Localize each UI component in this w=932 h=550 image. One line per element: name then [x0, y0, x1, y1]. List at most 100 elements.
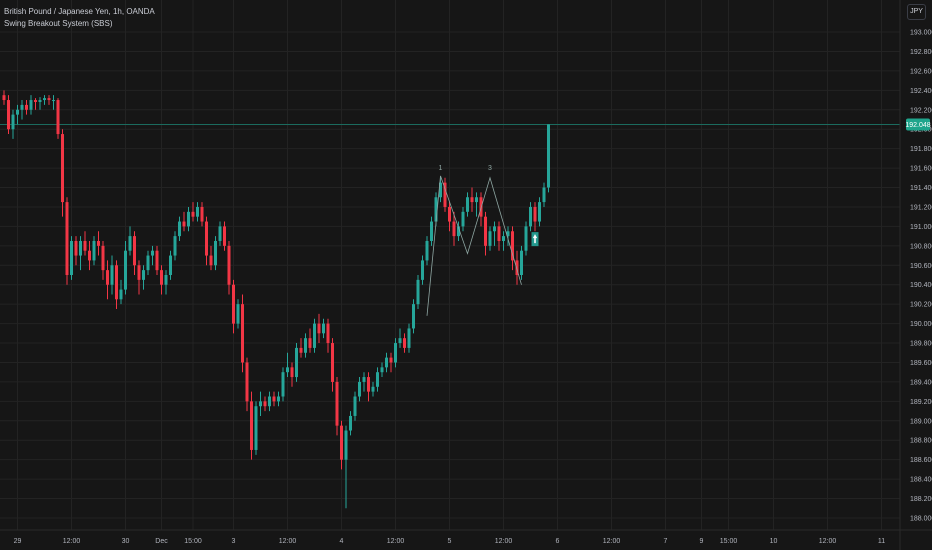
y-tick-label: 190.400 — [910, 282, 932, 289]
x-tick-label: 12:00 — [495, 538, 513, 545]
arrow-up-icon — [532, 234, 538, 244]
candle-body — [20, 104, 24, 110]
y-tick-label: 191.600 — [910, 166, 932, 173]
candle-body — [191, 211, 195, 217]
candle-body — [110, 265, 114, 285]
candle-body — [398, 338, 402, 344]
candle-body — [142, 270, 145, 280]
candle-body — [502, 236, 505, 241]
candle-body — [214, 240, 217, 266]
indicator-title[interactable]: Swing Breakout System (SBS) — [4, 19, 113, 28]
candle-body — [515, 260, 519, 275]
candle-body — [416, 279, 420, 305]
y-tick-label: 188.000 — [910, 516, 932, 523]
candle-body — [290, 367, 294, 378]
candle-body — [223, 226, 226, 246]
candle-body — [547, 124, 550, 188]
candle-body — [151, 250, 154, 256]
candle-body — [520, 250, 523, 275]
candle-body — [245, 362, 249, 402]
candle-body — [209, 255, 213, 266]
y-tick-label: 193.000 — [910, 30, 932, 37]
swing-label: 3 — [488, 165, 492, 172]
y-tick-label: 190.000 — [910, 321, 932, 328]
candle-body — [83, 240, 87, 251]
candle-body — [304, 338, 307, 353]
price-axis[interactable]: 193.000 192.800 192.600 192.400 192.200 192.0… — [899, 0, 932, 550]
candle-body — [268, 396, 271, 407]
x-tick-label: Dec — [155, 538, 168, 545]
candle-body — [362, 377, 366, 382]
candle-body — [250, 401, 253, 450]
candle-body — [74, 240, 78, 256]
candle-body — [146, 255, 150, 271]
candle-body — [353, 396, 357, 416]
candle-body — [488, 231, 492, 246]
candle-body — [133, 236, 136, 266]
x-tick-label: 6 — [556, 538, 560, 545]
candle-body — [538, 202, 541, 222]
candle-body — [205, 221, 208, 256]
candle-body — [358, 381, 361, 397]
candle-body — [457, 226, 460, 237]
candle-body — [385, 357, 388, 368]
candle-body — [92, 240, 96, 261]
candle-body — [326, 323, 330, 344]
candle-body — [218, 226, 222, 241]
y-tick-label: 190.200 — [910, 302, 932, 309]
candle-body — [52, 100, 55, 102]
candle-body — [376, 372, 379, 387]
candle-body — [349, 415, 352, 431]
candle-body — [335, 381, 339, 426]
last-price-value: 192.048 — [905, 122, 930, 129]
x-tick-label: 10 — [770, 538, 778, 545]
candle-body — [313, 323, 316, 348]
candle-body — [272, 396, 276, 402]
candle-body — [169, 255, 172, 275]
candle-body — [2, 95, 6, 101]
currency-button[interactable]: JPY — [907, 4, 926, 20]
symbol-title[interactable]: British Pound / Japanese Yen, 1h, OANDA — [4, 7, 155, 16]
candle-body — [43, 98, 46, 101]
y-tick-label: 189.600 — [910, 360, 932, 367]
y-tick-label: 189.000 — [910, 418, 932, 425]
candle-body — [124, 250, 127, 290]
x-tick-label: 7 — [664, 538, 668, 545]
candle-body — [470, 197, 474, 203]
y-tick-label: 188.400 — [910, 477, 932, 484]
y-tick-label: 188.800 — [910, 438, 932, 445]
candle-body — [241, 304, 244, 363]
y-tick-label: 192.400 — [910, 88, 932, 95]
y-tick-label: 190.600 — [910, 263, 932, 270]
x-tick-label: 5 — [448, 538, 452, 545]
candle-body — [533, 206, 537, 222]
candle-body — [11, 114, 15, 130]
candle-body — [277, 396, 280, 402]
candle-body — [322, 323, 325, 334]
candle-body — [461, 211, 465, 227]
candle-body — [137, 265, 141, 280]
candle-body — [506, 231, 510, 237]
candle-body — [47, 98, 51, 101]
candle-body — [529, 206, 532, 227]
time-axis[interactable]: 29 12:00 30 Dec 15:00 3 12:00 4 12:00 5 12:00 6 12:0… — [0, 529, 932, 545]
y-tick-label: 191.200 — [910, 204, 932, 211]
candle-body — [259, 401, 262, 407]
candle-body — [425, 240, 429, 261]
candle-body — [340, 425, 343, 460]
x-tick-label: 3 — [232, 538, 236, 545]
candle-body — [511, 231, 514, 261]
candle-body — [524, 226, 528, 251]
candle-body — [367, 377, 370, 392]
candle-body — [25, 104, 28, 110]
candle-body — [101, 245, 105, 271]
candle-body — [173, 236, 177, 256]
candle-body — [187, 211, 190, 227]
candle-body — [497, 226, 501, 241]
y-tick-label: 192.800 — [910, 49, 932, 56]
candle-body — [38, 100, 42, 102]
swing-label: 1 — [439, 165, 443, 172]
